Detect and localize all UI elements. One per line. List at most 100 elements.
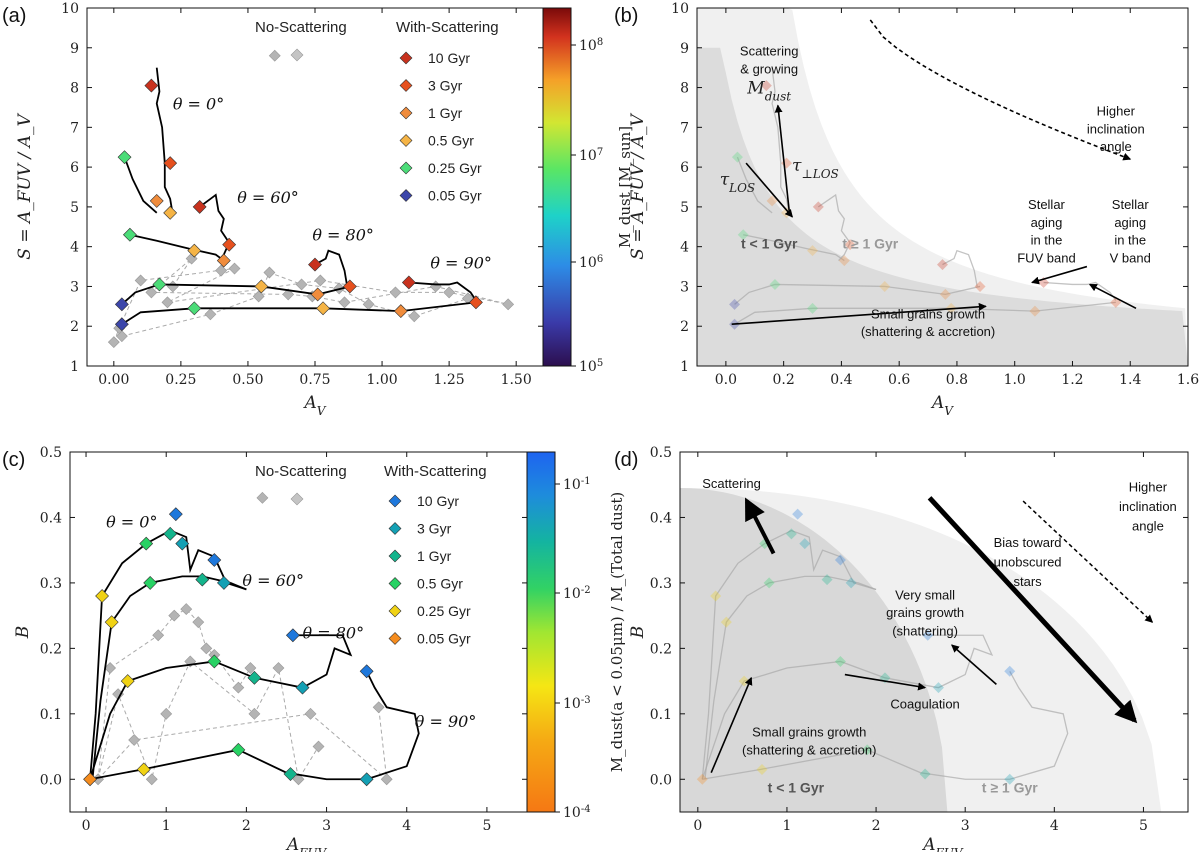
legend-with-scattering-title: With-Scattering [396,19,499,36]
legend-label: 0.05 Gyr [417,631,471,647]
panel-d: 0 1 2 3 4 5 0.0 0.1 0.2 0.3 0.4 0.5 (d) AFUV B Scatteri… [614,445,1189,852]
legend-no-scattering-marker [290,492,304,506]
arrow-inclination [869,19,1132,161]
x-tick-label: 5 [1139,818,1148,834]
annotation-text: Small grains growth [871,306,985,321]
series-line [408,281,477,301]
theta-label: θ = 0° [173,94,224,113]
y-tick-label: 1 [70,359,79,375]
arrow-inclination [1022,500,1154,623]
series-line [121,301,477,325]
no-scattering-point [204,308,217,321]
x-tick-label: 0 [693,818,702,834]
data-point [175,536,190,551]
arrow-coagulation [844,673,927,691]
no-scattering-point [408,310,421,323]
panel-label-a: (a) [2,5,26,27]
no-scattering-point [429,280,442,293]
y-tick-label: 3 [680,279,689,295]
x-tick-label: 1.50 [501,372,532,388]
annotation-text: Stellar [1112,197,1150,212]
legend-marker [388,604,402,618]
x-axis-label: AV [930,393,954,418]
no-scattering-point [168,609,181,622]
faded-data-point [879,280,891,292]
faded-series-line [734,283,981,305]
colorbar-tick-label: 108 [579,37,603,55]
faded-data-point [919,768,931,780]
y-axis-label: B [13,626,33,640]
no-scattering-point [272,662,285,674]
y-tick-label: 0.0 [650,772,672,788]
no-scattering-point [180,603,193,616]
y-tick-label: 8 [70,81,79,97]
data-point [222,237,237,252]
panel-label-d: (d) [614,449,638,471]
legend-label: 0.5 Gyr [417,576,463,592]
colorbar-tick-label: 10-3 [563,695,591,713]
faded-data-point [737,229,749,241]
data-point [187,243,202,258]
panel-a: 0.00 0.25 0.50 0.75 1.00 1.25 1.50 1 2 3 4 5 6 7 8 9 10 (… [2,1,634,418]
arrow-very-small-grains [951,644,997,685]
y-tick-label: 4 [70,240,79,256]
faded-data-point [792,508,804,520]
annotation-text: inclination [1119,499,1177,514]
data-point [95,589,109,603]
faded-data-point [812,201,824,213]
data-point [144,78,159,93]
faded-data-point [785,528,797,540]
annotation-t-ge: t ≥ 1 Gyr [842,236,898,252]
x-tick-label: 1.2 [1061,372,1083,388]
legend-marker [388,632,402,645]
faded-data-point [844,239,856,251]
no-scattering-point [263,266,276,279]
no-scattering-point [244,662,257,674]
x-tick-label: 0.50 [232,372,263,388]
data-point [83,772,97,787]
no-scattering-line [97,608,251,780]
annotation-text: τ⊥LOS [792,156,839,181]
y-tick-label: 1 [680,359,689,375]
no-scattering-point [312,740,325,753]
y-tick-label: 0.2 [650,641,672,657]
annotation-text: Scattering [740,44,799,59]
x-tick-label: 4 [1050,818,1059,834]
theta-label: θ = 90° [430,254,492,273]
y-tick-label: 3 [70,279,79,295]
no-scattering-point [128,734,141,746]
annotation-text: angle [1100,139,1132,154]
x-tick-label: 0.0 [715,372,737,388]
colorbar-tick-label: 105 [579,358,603,376]
faded-data-point [760,80,772,92]
no-scattering-point [502,298,515,311]
arrow-scattering [774,104,791,213]
data-point [216,253,231,268]
y-tick-label: 0.3 [650,576,672,592]
legend-no-scattering-title: No-Scattering [255,19,347,36]
y-tick-label: 7 [70,120,79,136]
legend-label: 0.05 Gyr [428,188,482,204]
x-tick-label: 1 [162,818,171,834]
annotation-text: τLOS [720,170,755,195]
legend-label: 1 Gyr [428,105,463,121]
x-axis-label: AFUV [285,835,328,852]
faded-series-line [736,156,773,214]
panel-c: 0 1 2 3 4 5 0.0 0.1 0.2 0.3 0.4 0.5 (c) AFUV Bθ = 0° θ … [2,445,626,852]
data-point [393,304,408,319]
faded-data-point [710,590,722,602]
faded-data-point [807,302,819,314]
region-dark [697,47,1188,367]
no-scattering-point [304,707,317,720]
series-line [314,249,349,287]
data-point [117,150,132,165]
x-tick-label: 0.75 [299,372,330,388]
y-tick-label: 4 [680,240,689,256]
x-tick-label: 3 [322,818,331,834]
y-tick-label: 0.0 [40,772,62,788]
faded-series-line [702,670,1069,780]
legend-marker [399,189,413,202]
faded-data-point [1004,665,1016,677]
x-axis-label: AFUV [921,835,964,852]
faded-data-point [763,577,775,589]
